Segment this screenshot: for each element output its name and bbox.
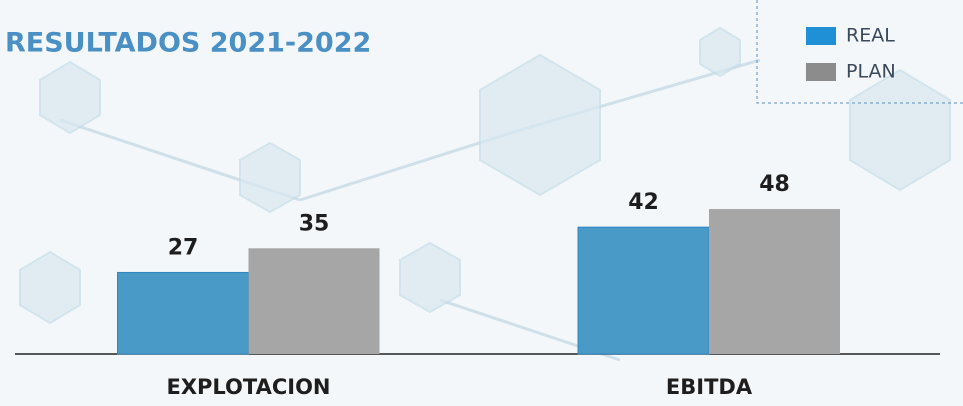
value-label: 27 — [168, 235, 199, 260]
legend-swatch — [806, 27, 836, 45]
x-tick-label: EXPLOTACION — [166, 375, 330, 399]
bar — [117, 271, 249, 355]
bar — [577, 226, 710, 355]
value-label: 48 — [759, 172, 790, 197]
legend-label: PLAN — [846, 61, 896, 83]
background-decoration — [19, 26, 951, 362]
bar — [709, 209, 840, 354]
legend-swatch — [806, 63, 836, 81]
legend-label: REAL — [846, 25, 895, 47]
chart-title: RESULTADOS 2021-2022 — [5, 28, 371, 59]
bar — [248, 248, 380, 354]
x-tick-label: EBITDA — [666, 375, 753, 399]
value-label: 42 — [628, 190, 659, 215]
value-label: 35 — [299, 211, 330, 236]
legend-box — [756, 0, 963, 104]
